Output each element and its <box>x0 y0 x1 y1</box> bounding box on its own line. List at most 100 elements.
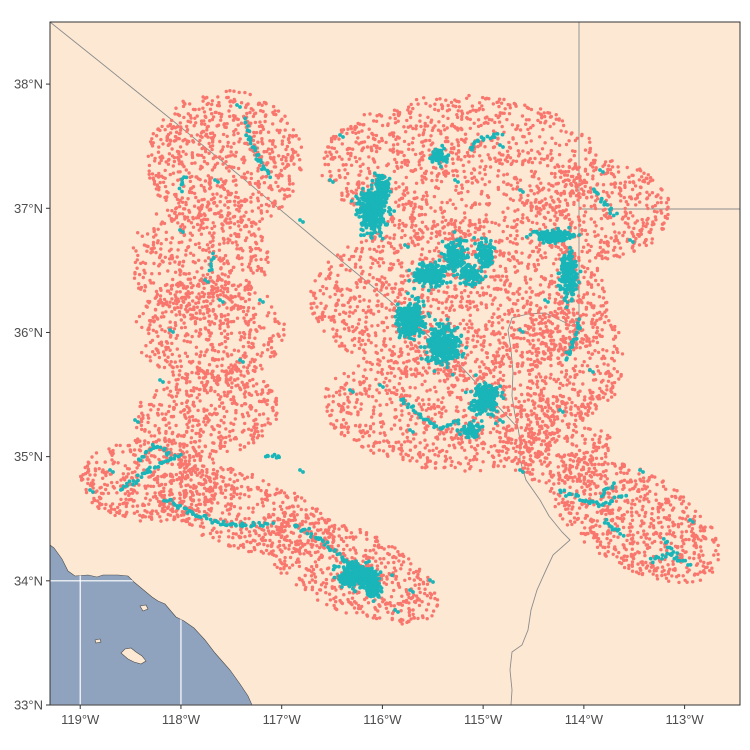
red-point <box>193 464 197 468</box>
red-point <box>537 206 542 211</box>
red-point <box>260 434 265 438</box>
red-point <box>465 96 469 101</box>
red-point <box>451 173 456 178</box>
red-point <box>177 388 182 392</box>
red-point <box>253 369 257 373</box>
red-point <box>411 210 415 214</box>
red-point <box>626 222 630 226</box>
red-point <box>248 245 252 250</box>
red-point <box>204 132 209 136</box>
red-point <box>170 283 175 288</box>
red-point <box>222 405 226 410</box>
red-point <box>187 301 191 306</box>
red-point <box>259 392 263 396</box>
red-point <box>156 334 160 338</box>
red-point <box>296 557 300 561</box>
red-point <box>282 135 286 139</box>
red-point <box>210 99 215 103</box>
red-point <box>208 119 212 123</box>
red-point <box>195 270 199 274</box>
red-point <box>237 224 241 228</box>
red-point <box>108 510 113 515</box>
red-point <box>483 145 487 149</box>
red-point <box>203 495 208 499</box>
red-point <box>608 159 613 164</box>
red-point <box>397 185 401 189</box>
red-point <box>594 153 598 157</box>
red-point <box>272 530 276 534</box>
red-point <box>315 591 319 596</box>
red-point <box>201 221 205 225</box>
red-point <box>199 475 203 479</box>
red-point <box>340 157 344 161</box>
red-point <box>188 113 192 118</box>
red-point <box>219 267 223 271</box>
red-point <box>139 417 144 421</box>
red-point <box>219 530 223 534</box>
red-point <box>282 543 286 547</box>
red-point <box>394 556 398 560</box>
red-point <box>207 363 212 367</box>
red-point <box>218 326 222 331</box>
red-point <box>303 499 307 503</box>
red-point <box>239 228 243 232</box>
red-point <box>238 331 242 335</box>
red-point <box>285 534 289 538</box>
red-point <box>466 189 470 194</box>
red-point <box>482 121 486 125</box>
red-point <box>225 134 229 138</box>
red-point <box>135 258 139 262</box>
red-point <box>173 517 177 521</box>
red-point <box>163 168 167 173</box>
red-point <box>170 297 174 301</box>
island-san-nicolas <box>94 638 102 644</box>
red-point <box>194 311 198 315</box>
red-point <box>609 171 614 176</box>
red-point <box>256 166 260 170</box>
red-point <box>297 564 302 569</box>
red-point <box>102 471 107 475</box>
red-point <box>160 412 164 416</box>
red-point <box>606 241 610 245</box>
red-point <box>264 174 269 179</box>
red-point <box>191 107 196 112</box>
red-point <box>178 442 182 446</box>
red-point <box>180 401 184 406</box>
red-point <box>241 545 246 549</box>
red-point <box>266 544 270 548</box>
red-point <box>143 484 147 488</box>
red-point <box>183 459 188 463</box>
red-point <box>528 295 532 300</box>
red-point <box>248 360 253 364</box>
red-point <box>152 404 156 408</box>
red-point <box>583 228 588 233</box>
red-point <box>172 438 176 442</box>
red-point <box>256 179 261 184</box>
red-point <box>313 575 318 579</box>
red-point <box>322 156 326 160</box>
red-point <box>543 216 548 220</box>
red-point <box>585 172 590 176</box>
red-point <box>225 286 230 291</box>
red-point <box>565 201 569 206</box>
red-point <box>159 158 163 163</box>
red-point <box>505 172 509 176</box>
red-point <box>262 150 266 154</box>
red-point <box>200 464 205 468</box>
red-point <box>268 152 272 156</box>
red-point <box>557 153 562 157</box>
red-point <box>244 278 248 283</box>
red-point <box>163 128 167 132</box>
red-point <box>178 128 183 132</box>
red-point <box>374 551 378 555</box>
red-point <box>151 281 156 285</box>
red-point <box>397 602 402 606</box>
red-point <box>256 199 260 203</box>
red-point <box>241 268 245 272</box>
red-point <box>145 458 149 462</box>
red-point <box>469 205 473 210</box>
red-point <box>552 208 556 212</box>
red-point <box>337 527 341 531</box>
red-point <box>366 601 371 605</box>
red-point <box>399 165 404 169</box>
